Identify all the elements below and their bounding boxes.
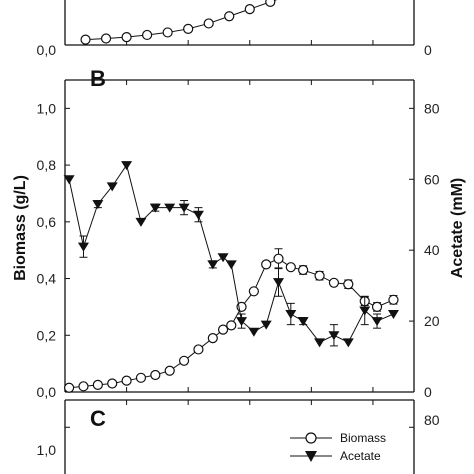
biomass-point — [142, 29, 153, 41]
legend-biomass-marker — [305, 432, 317, 444]
y-tick-label-right: 60 — [424, 171, 440, 187]
y-tick-label-right: 20 — [424, 313, 440, 329]
acetate-point — [92, 200, 104, 210]
y-tick-label-left: 0,0 — [37, 384, 57, 400]
legend-biomass-label: Biomass — [340, 431, 386, 445]
biomass-point — [92, 379, 103, 391]
biomass-point — [328, 277, 340, 288]
y-tick-label-right: 40 — [424, 242, 440, 258]
y-tick-label-left: 0,2 — [37, 327, 57, 343]
biomass-point — [107, 378, 118, 389]
biomass-series-line — [85, 0, 278, 41]
panel-b-letter: B — [90, 66, 106, 91]
biomass-point — [178, 355, 190, 366]
acetate-point — [342, 338, 354, 348]
y-tick-label-left: 0,6 — [37, 214, 57, 230]
legend: Biomass Acetate — [290, 431, 386, 463]
acetate-point — [106, 182, 118, 192]
biomass-point — [298, 264, 309, 276]
panel-c: C 1,0 80 Biomass Acetate — [37, 406, 440, 463]
panel-b: B Biomass (g/L) Acetate (mM) — [12, 66, 466, 281]
biomass-point — [150, 369, 161, 381]
biomass-point — [64, 382, 75, 393]
acetate-point — [236, 317, 248, 327]
acetate-point — [192, 210, 204, 220]
biomass-point — [224, 11, 235, 22]
y-axis-title-left: Biomass (g/L) — [12, 175, 29, 281]
biomass-point — [226, 320, 237, 331]
biomass-point — [343, 279, 354, 290]
biomass-point — [80, 34, 91, 45]
acetate-point — [164, 203, 176, 213]
acetate-point — [387, 310, 399, 319]
biomass-point — [217, 324, 229, 335]
panel-c-ytick-right: 80 — [424, 412, 440, 428]
y-axis-title-right: Acetate (mM) — [449, 178, 466, 278]
panel-a-ytick-left: 0,0 — [37, 42, 57, 58]
biomass-point — [207, 333, 218, 344]
panel-a: 0,0 0 — [37, 42, 432, 58]
acetate-point — [178, 203, 190, 213]
biomass-point — [388, 294, 399, 305]
panel-a-ytick-right: 0 — [424, 42, 432, 58]
acetate-point — [149, 203, 161, 213]
biomass-point — [164, 365, 175, 376]
y-tick-label-left: 0,8 — [37, 157, 57, 173]
acetate-point — [328, 331, 340, 341]
acetate-point — [63, 175, 75, 185]
y-tick-label-right: 0 — [424, 384, 432, 400]
biomass-point — [285, 262, 296, 273]
biomass-point — [121, 31, 132, 43]
acetate-point — [285, 310, 297, 319]
biomass-point — [78, 381, 89, 392]
biomass-point — [265, 0, 276, 8]
biomass-point — [273, 253, 284, 264]
biomass-point — [203, 18, 214, 29]
biomass-point — [183, 23, 194, 34]
legend-acetate-label: Acetate — [340, 449, 381, 463]
acetate-point — [260, 320, 272, 330]
biomass-point — [244, 3, 255, 15]
acetate-point — [248, 327, 260, 337]
acetate-point — [77, 242, 89, 252]
acetate-point — [135, 217, 147, 227]
acetate-point — [297, 317, 309, 327]
acetate-point — [217, 253, 229, 263]
y-tick-label-right: 80 — [424, 100, 440, 116]
acetate-point — [207, 260, 219, 270]
acetate-series-line — [68, 163, 394, 344]
biomass-point — [100, 33, 112, 44]
panel-c-ytick-left: 1,0 — [37, 442, 57, 458]
acetate-point — [273, 278, 285, 288]
biomass-point — [135, 372, 147, 383]
acetate-point — [359, 306, 371, 316]
biomass-point — [248, 286, 259, 297]
biomass-point — [121, 375, 132, 386]
y-tick-label-left: 1,0 — [37, 100, 57, 116]
legend-acetate-marker — [305, 451, 317, 462]
biomass-point — [314, 270, 325, 281]
acetate-point — [371, 317, 383, 327]
biomass-point — [261, 259, 272, 270]
acetate-point — [121, 161, 133, 171]
acetate-point — [225, 260, 237, 270]
biomass-point — [371, 301, 383, 313]
biomass-point — [162, 27, 173, 38]
biomass-point — [193, 344, 204, 355]
panel-c-letter: C — [90, 406, 106, 431]
y-tick-label-left: 0,4 — [37, 271, 57, 287]
acetate-point — [314, 338, 326, 348]
